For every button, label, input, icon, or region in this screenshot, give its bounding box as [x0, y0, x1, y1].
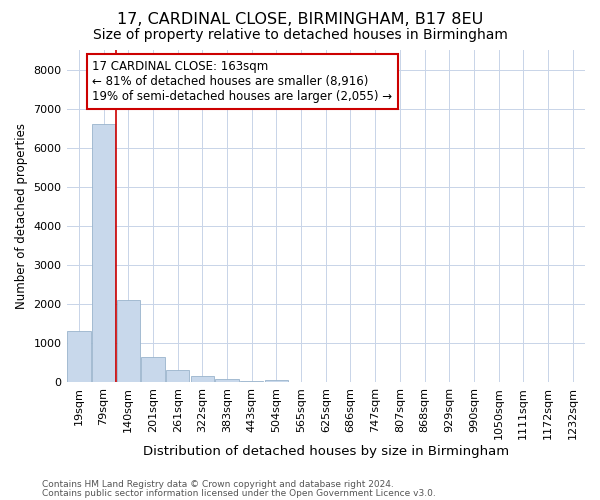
- Text: Contains HM Land Registry data © Crown copyright and database right 2024.: Contains HM Land Registry data © Crown c…: [42, 480, 394, 489]
- Y-axis label: Number of detached properties: Number of detached properties: [15, 123, 28, 309]
- Bar: [116, 300, 140, 382]
- Bar: [141, 356, 164, 382]
- X-axis label: Distribution of detached houses by size in Birmingham: Distribution of detached houses by size …: [143, 444, 509, 458]
- Text: Contains public sector information licensed under the Open Government Licence v3: Contains public sector information licen…: [42, 488, 436, 498]
- Bar: [166, 370, 190, 382]
- Bar: [67, 332, 91, 382]
- Text: Size of property relative to detached houses in Birmingham: Size of property relative to detached ho…: [92, 28, 508, 42]
- Text: 17, CARDINAL CLOSE, BIRMINGHAM, B17 8EU: 17, CARDINAL CLOSE, BIRMINGHAM, B17 8EU: [117, 12, 483, 28]
- Bar: [92, 124, 115, 382]
- Text: 17 CARDINAL CLOSE: 163sqm
← 81% of detached houses are smaller (8,916)
19% of se: 17 CARDINAL CLOSE: 163sqm ← 81% of detac…: [92, 60, 392, 103]
- Bar: [265, 380, 288, 382]
- Bar: [215, 380, 239, 382]
- Bar: [191, 376, 214, 382]
